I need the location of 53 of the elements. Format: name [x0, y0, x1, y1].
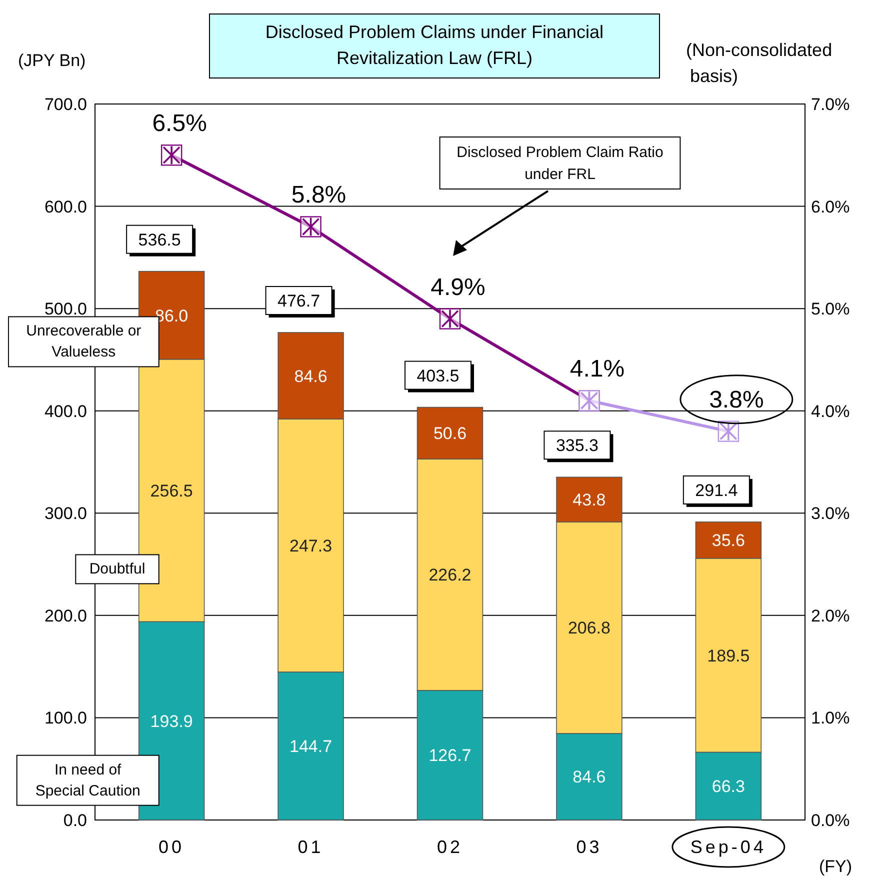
data-label: 256.5	[150, 481, 193, 500]
y-tick-label: 0.0	[63, 811, 87, 830]
y-tick-label: 300.0	[44, 504, 87, 524]
y2-tick-label: 0.0%	[811, 811, 850, 830]
total-label: 403.5	[416, 366, 460, 386]
data-label: 189.5	[707, 646, 750, 666]
data-label: 5.8%	[291, 182, 346, 209]
total-label: 536.5	[138, 230, 181, 250]
y2-tick-label: 3.0%	[811, 504, 850, 524]
y-tick-label: 200.0	[44, 606, 87, 626]
y-tick-label: 600.0	[44, 197, 87, 216]
x-tick-label: 02	[436, 837, 464, 857]
data-label: 193.9	[150, 712, 193, 731]
data-label: 35.6	[712, 531, 745, 550]
y2-tick-label: 5.0%	[811, 300, 850, 319]
x-tick-label: 03	[576, 837, 602, 857]
data-label: 6.5%	[152, 110, 207, 138]
data-label: 4.9%	[430, 274, 486, 301]
y2-tick-label: 4.0%	[811, 402, 850, 421]
data-label: 84.6	[294, 366, 328, 386]
series-label: Doubtful	[89, 560, 146, 578]
total-label: 291.4	[695, 480, 738, 500]
y-tick-label: 100.0	[44, 708, 87, 728]
data-label: 4.1%	[570, 356, 625, 383]
y2-tick-label: 7.0%	[811, 95, 850, 114]
total-label: 476.7	[278, 292, 320, 311]
x-tick-label: Sep-04	[690, 837, 766, 857]
data-label: 84.6	[572, 768, 606, 787]
annotation: Disclosed Problem Claim Ratio under FRL	[456, 144, 664, 183]
y-tick-label: 400.0	[44, 402, 87, 421]
total-label: 335.3	[556, 436, 598, 456]
y-tick-label: 500.0	[44, 300, 87, 319]
y-axis-title: (JPY Bn)	[18, 51, 86, 70]
data-label: 3.8%	[709, 386, 764, 414]
data-label: 144.7	[290, 736, 332, 756]
x-tick-label: 00	[158, 837, 185, 857]
series-label: In need of Special Caution	[35, 761, 140, 800]
data-label: 206.8	[568, 618, 610, 638]
x-tick-label: 01	[298, 837, 324, 857]
data-label: 226.2	[428, 566, 472, 585]
data-label: 126.7	[428, 746, 472, 766]
y-tick-label: 700.0	[44, 95, 87, 114]
y2-tick-label: 6.0%	[811, 197, 850, 216]
y2-tick-label: 2.0%	[811, 606, 850, 626]
y2-tick-label: 1.0%	[811, 708, 850, 728]
data-label: 43.8	[572, 490, 606, 510]
x-axis-title: (FY)	[819, 857, 852, 876]
data-label: 50.6	[433, 424, 467, 444]
data-label: 247.3	[290, 536, 332, 556]
chart-title: Disclosed Problem Claims under Financial Revitalization Law (FRL)	[265, 22, 604, 68]
data-label: 66.3	[712, 777, 745, 796]
series-label: Unrecoverable or Valueless	[26, 322, 142, 361]
y2-axis-title: (Non-consolidated basis)	[686, 40, 832, 86]
